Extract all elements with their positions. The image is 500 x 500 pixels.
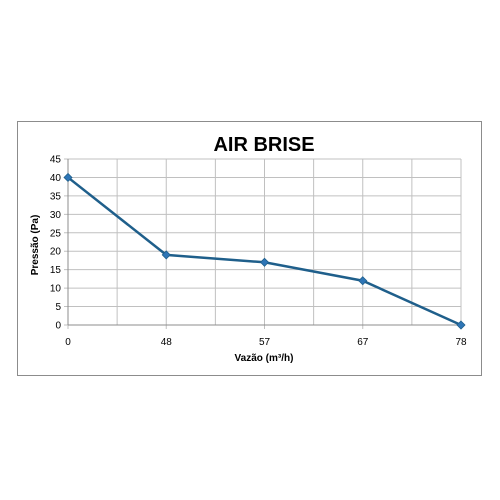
data-point-marker xyxy=(161,250,171,260)
y-tick-label: 25 xyxy=(50,228,62,239)
y-tick-label: 0 xyxy=(55,321,61,332)
x-tick-label: 57 xyxy=(259,337,271,348)
y-tick-label: 15 xyxy=(50,265,62,276)
y-tick-label: 45 xyxy=(50,155,62,166)
y-tick-label: 20 xyxy=(50,247,62,258)
x-tick-label: 48 xyxy=(161,337,173,348)
x-tick-label: 0 xyxy=(65,337,71,348)
data-point-marker xyxy=(456,320,466,330)
x-axis-label: Vazão (m³/h) xyxy=(235,353,294,364)
chart-title: AIR BRISE xyxy=(213,134,314,156)
x-tick-label: 78 xyxy=(455,337,467,348)
y-tick-label: 10 xyxy=(50,284,62,295)
data-point-marker xyxy=(259,257,270,267)
series-layer xyxy=(63,172,466,330)
y-axis-label: Pressão (Pa) xyxy=(30,215,41,276)
y-tick-label: 5 xyxy=(55,302,61,313)
chart-frame xyxy=(17,121,482,376)
x-tick-labels: 0 48 57 67 78 xyxy=(65,337,467,348)
y-tick-label: 35 xyxy=(50,191,62,202)
data-point-marker xyxy=(63,172,73,183)
y-tick-label: 30 xyxy=(50,210,62,221)
y-tick-labels: 0 5 10 15 20 25 30 35 40 45 xyxy=(50,155,62,332)
y-tick-label: 40 xyxy=(50,173,62,184)
data-point-marker xyxy=(358,276,368,286)
grid-layer xyxy=(64,158,462,329)
x-tick-label: 67 xyxy=(357,337,369,348)
